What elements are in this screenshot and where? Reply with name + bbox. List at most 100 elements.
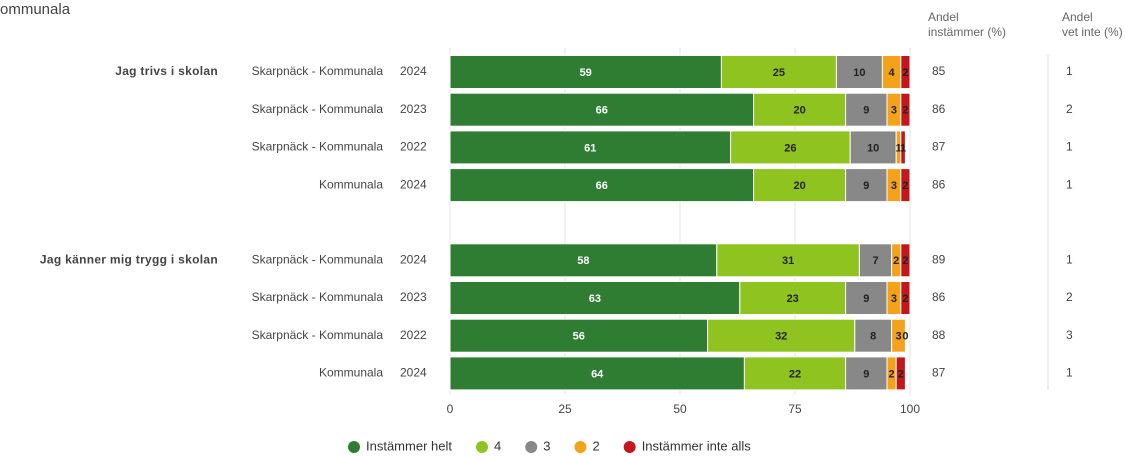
data-label: 2 [902,105,908,117]
bar-segment [739,281,847,315]
bar-segment [449,318,709,353]
data-label: 23 [787,293,799,305]
column-header: Andel [1062,10,1093,24]
column-value: 85 [932,64,946,78]
year-label: 2024 [400,177,427,191]
data-label: 10 [867,142,879,154]
data-label: 3 [895,331,901,343]
unit-label: Skarpnäck - Kommunala [252,252,384,266]
data-label: 9 [863,180,869,192]
data-label: 20 [793,105,805,117]
column-value: 1 [1066,366,1073,380]
year-label: 2022 [400,140,427,154]
x-tick-label: 25 [558,402,572,416]
legend-swatch [623,441,636,453]
data-label: 31 [782,255,794,267]
bar-segment [753,168,847,203]
bar-segment [895,356,906,391]
unit-label: Skarpnäck - Kommunala [252,328,384,342]
bar-segment [900,281,911,315]
column-value: 2 [1066,102,1073,116]
bar-segment [858,243,893,278]
column-value: 88 [932,328,946,342]
unit-label: Skarpnäck - Kommunala [252,140,384,154]
unit-label: Skarpnäck - Kommunala [252,290,384,304]
column-value: 86 [932,102,946,116]
data-label: 8 [870,331,876,343]
data-label: 25 [773,67,785,79]
bar-segment [900,130,906,165]
x-tick-label: 100 [900,402,920,416]
bar-segment [845,92,888,127]
data-label: 3 [891,180,897,192]
data-label: 4 [889,67,896,79]
bar-segment [900,55,911,89]
bar-segment [449,55,722,89]
chart-title: ommunala [0,1,71,18]
year-label: 2024 [400,252,427,266]
data-label: 2 [898,368,904,380]
group-label: Jag känner mig trygg i skolan [40,252,218,266]
data-label: 64 [591,368,604,380]
bar-segment [449,168,755,203]
data-label: 9 [863,293,869,305]
column-header: vet inte (%) [1062,25,1123,39]
legend-swatch [574,441,587,453]
bar-segment [449,92,755,127]
column-header: Andel [928,10,959,24]
year-label: 2023 [400,102,427,116]
data-label: 2 [902,255,908,267]
unit-label: Skarpnäck - Kommunala [252,64,384,78]
bar-segment [449,243,718,278]
legend-swatch [525,441,538,453]
column-value: 1 [1066,177,1073,191]
data-label: 66 [596,105,608,117]
bar-segment [845,281,888,315]
year-label: 2022 [400,328,427,342]
bar-segment [854,318,893,353]
column-value: 86 [932,177,946,191]
column-value: 3 [1066,328,1073,342]
data-label: 7 [872,255,878,267]
column-value: 87 [932,140,946,154]
legend-label: Instämmer helt [366,438,452,453]
column-value: 86 [932,290,946,304]
bar-segment [707,318,856,353]
data-label: 26 [784,142,796,154]
unit-label: Skarpnäck - Kommunala [252,102,384,116]
legend-label: 4 [494,438,501,453]
data-label: 2 [902,67,908,79]
data-label: 10 [853,67,865,79]
data-label: 61 [584,142,596,154]
data-label: 22 [789,368,801,380]
column-value: 89 [932,252,946,266]
bar-segment [743,356,847,391]
data-label: 2 [889,368,895,380]
group-label: Jag trivs i skolan [115,64,218,78]
data-label: 9 [863,105,869,117]
x-tick-label: 75 [788,402,802,416]
data-label: 66 [596,180,608,192]
year-label: 2024 [400,64,427,78]
data-label: 58 [577,255,589,267]
data-label: 3 [891,293,897,305]
data-label: 2 [902,293,908,305]
legend-label: 3 [543,438,550,453]
data-label: 9 [863,368,869,380]
bar-segment [891,318,906,353]
unit-label: Kommunala [319,366,383,380]
legend-swatch [475,441,488,453]
data-label: 20 [793,180,805,192]
column-value: 87 [932,366,946,380]
bar-segment [900,92,911,127]
data-label: 59 [580,67,592,79]
bar-segment [900,168,911,203]
column-value: 2 [1066,290,1073,304]
legend-label: Instämmer inte alls [642,438,752,453]
column-value: 1 [1066,140,1073,154]
data-label: 1 [895,142,901,154]
data-label: 1 [900,142,906,154]
column-value: 1 [1066,252,1073,266]
x-tick-label: 0 [447,402,454,416]
